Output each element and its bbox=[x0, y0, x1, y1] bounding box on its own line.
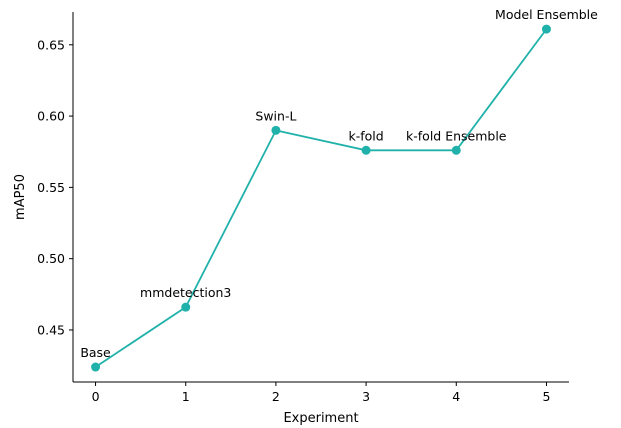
x-tick-label: 0 bbox=[92, 389, 100, 404]
axes bbox=[72, 12, 569, 383]
y-tick-label: 0.50 bbox=[37, 251, 65, 266]
series-group bbox=[91, 24, 551, 372]
x-axis-label: Experiment bbox=[283, 411, 358, 426]
x-ticks: 0 1 2 3 4 5 bbox=[92, 382, 550, 404]
y-tick-label: 0.45 bbox=[37, 322, 65, 337]
data-point bbox=[271, 125, 281, 135]
x-tick-label: 3 bbox=[362, 389, 370, 404]
data-point bbox=[361, 145, 371, 155]
x-tick-label: 1 bbox=[182, 389, 190, 404]
series-line bbox=[95, 28, 548, 368]
data-point-label: k-fold bbox=[348, 128, 383, 143]
data-point-label: Base bbox=[80, 345, 111, 360]
x-tick-label: 5 bbox=[542, 389, 550, 404]
data-point bbox=[91, 362, 101, 372]
data-point-label: mmdetection3 bbox=[140, 285, 231, 300]
x-tick-label: 2 bbox=[272, 389, 280, 404]
y-ticks: 0.45 0.50 0.55 0.60 0.65 bbox=[37, 37, 73, 337]
data-point bbox=[541, 24, 551, 34]
data-point-label: Swin-L bbox=[255, 108, 296, 123]
data-point-label: Model Ensemble bbox=[495, 7, 598, 22]
data-point bbox=[451, 145, 461, 155]
y-tick-label: 0.60 bbox=[37, 109, 65, 124]
y-axis-label: mAP50 bbox=[13, 174, 28, 220]
point-labels: Base mmdetection3 Swin-L k-fold k-fold Ensem… bbox=[80, 7, 598, 360]
y-tick-label: 0.65 bbox=[37, 37, 65, 52]
data-point-label: k-fold Ensemble bbox=[406, 128, 507, 143]
x-tick-label: 4 bbox=[452, 389, 460, 404]
y-tick-label: 0.55 bbox=[37, 180, 65, 195]
data-point bbox=[181, 302, 191, 312]
